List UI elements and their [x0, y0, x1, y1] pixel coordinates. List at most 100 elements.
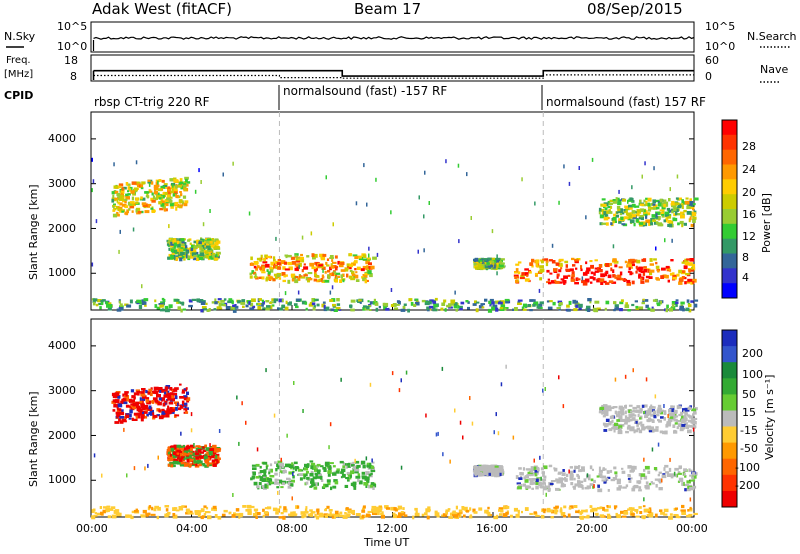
velocity-cell: [179, 396, 184, 399]
power-cell: [605, 300, 610, 305]
velocity-cell: [616, 514, 622, 519]
velocity-cell: [122, 393, 126, 397]
velocity-cell: [194, 452, 200, 456]
power-cell: [285, 300, 288, 305]
power-cell: [258, 298, 262, 301]
velocity-cell: [639, 421, 642, 424]
velocity-sparse-cell: [354, 458, 356, 463]
power-sparse-cell: [676, 174, 679, 179]
velocity-cell: [186, 391, 189, 395]
power-cell: [607, 217, 610, 220]
power-cell: [574, 302, 580, 305]
power-cell: [496, 265, 501, 268]
velocity-cell: [530, 474, 534, 477]
power-sparse-cell: [551, 243, 554, 248]
power-cell: [652, 299, 658, 302]
power-cell: [185, 178, 188, 183]
power-cell: [274, 276, 278, 280]
power-cell: [630, 197, 634, 201]
power-sparse-cell: [116, 198, 119, 203]
power-cell: [619, 271, 623, 276]
power-cell: [311, 253, 315, 258]
power-cell: [205, 245, 210, 248]
velocity-cell: [529, 481, 534, 486]
power-sparse-cell: [454, 290, 456, 295]
velocity-cell: [184, 453, 190, 456]
velocity-cell: [305, 506, 308, 510]
power-cell: [624, 205, 627, 209]
velocity-cell: [661, 474, 667, 479]
velocity-cell: [669, 408, 675, 413]
power-cell: [650, 308, 655, 312]
power-cell: [444, 308, 447, 312]
velocity-cell: [614, 471, 618, 475]
velocity-sparse-cell: [293, 381, 295, 385]
velocity-cell: [691, 420, 694, 423]
power-cell: [277, 307, 280, 310]
power-cell: [307, 278, 310, 283]
power-cell: [181, 245, 184, 249]
velocity-cell: [678, 413, 682, 417]
velocity-cell: [555, 487, 560, 491]
velocity-cell: [144, 404, 149, 407]
power-cell: [555, 280, 560, 284]
power-sparse-cell: [119, 229, 121, 234]
power-cell: [686, 205, 691, 210]
power-sparse-cell: [483, 264, 485, 269]
power-cell: [533, 301, 539, 305]
velocity-cell: [167, 463, 173, 467]
power-colorbar-band: [722, 253, 737, 269]
velocity-cell: [270, 468, 273, 473]
power-cell: [626, 279, 631, 283]
velocity-cell: [653, 467, 658, 471]
power-cell: [345, 267, 349, 272]
power-cell: [515, 268, 519, 272]
power-cell: [169, 178, 174, 182]
velocity-cell: [502, 506, 506, 509]
velocity-cell: [685, 424, 690, 428]
power-cell: [672, 274, 677, 278]
velocity-cell: [396, 515, 402, 518]
power-cell: [617, 201, 622, 206]
velocity-cell: [106, 505, 111, 508]
velocity-cell: [655, 426, 659, 429]
velocity-cell: [223, 509, 228, 513]
power-cell: [256, 265, 260, 269]
power-cell: [359, 301, 362, 304]
power-cell: [414, 301, 420, 306]
velocity-cell: [620, 412, 625, 416]
velocity-cell: [627, 508, 632, 511]
velocity-cell: [165, 414, 169, 418]
velocity-cell: [616, 419, 621, 422]
power-cell: [326, 258, 330, 261]
velocity-cell: [142, 388, 145, 393]
power-cell: [321, 266, 326, 270]
velocity-cell: [101, 512, 104, 516]
velocity-cell: [172, 460, 177, 465]
velocity-cell: [316, 469, 321, 472]
velocity-cell: [684, 411, 687, 415]
velocity-cell: [529, 512, 533, 515]
velocity-cell: [474, 473, 477, 477]
power-cell: [175, 206, 178, 211]
power-cell: [225, 306, 231, 310]
velocity-cell: [169, 392, 174, 396]
power-cell: [273, 264, 278, 269]
power-cell: [650, 206, 655, 210]
power-cell: [327, 277, 331, 280]
power-cell: [95, 303, 99, 307]
power-sparse-cell: [366, 202, 368, 207]
velocity-cell: [598, 473, 603, 477]
velocity-cell: [142, 407, 146, 411]
power-cell: [473, 263, 477, 266]
velocity-cell: [607, 489, 610, 492]
power-cell: [177, 204, 182, 208]
power-cell: [642, 272, 646, 276]
power-cell: [617, 274, 622, 279]
velocity-cell: [156, 515, 159, 520]
power-cell: [268, 276, 274, 280]
velocity-sparse-cell: [540, 476, 542, 481]
power-cell: [158, 201, 162, 205]
velocity-cell: [632, 409, 636, 413]
power-cell: [313, 278, 318, 282]
